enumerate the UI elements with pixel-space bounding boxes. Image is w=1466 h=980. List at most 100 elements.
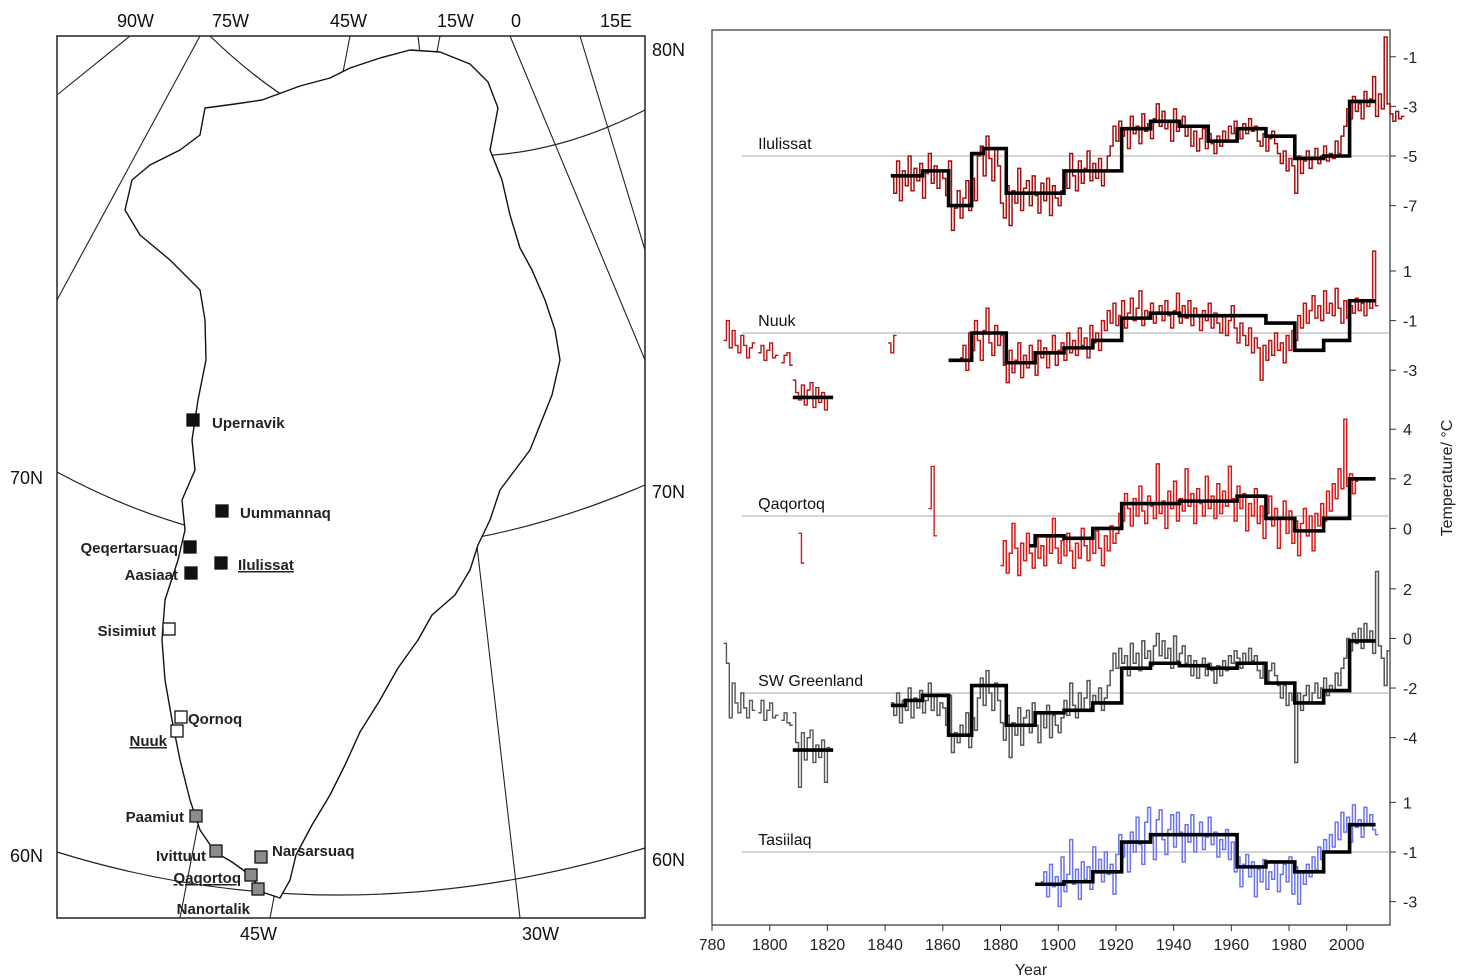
series-qaqortoq: 4 2 0 Qaqortoq	[742, 418, 1412, 577]
station-label-paamiut: Paamiut	[126, 809, 184, 826]
x-tick-label: 1980	[1271, 937, 1307, 954]
early-series-fragment	[723, 319, 756, 359]
y-tick-label: 1	[1403, 264, 1412, 281]
greenland-station-map: 90W 75W 45W 15W 0 15E 45W 30W 70N 60N 80N 70N 60N Upe…	[10, 11, 685, 944]
annual-series-line	[1040, 804, 1379, 908]
series-label-tasiilaq: Tasiilaq	[758, 832, 811, 849]
x-tick-label: 1860	[925, 937, 961, 954]
early-series-fragment	[781, 712, 793, 726]
x-tick-label: 780	[700, 937, 725, 954]
station-marker-uummannaq	[215, 504, 229, 518]
series-sw-greenland: 2 0 -2 -4 SW Greenland	[723, 570, 1417, 788]
decadal-mean-line	[1029, 477, 1376, 548]
latitude-60n-arc	[56, 847, 646, 896]
meridian-line	[509, 35, 646, 361]
x-tick-label: 2000	[1329, 937, 1365, 954]
early-series-fragment	[723, 642, 756, 719]
station-label-aasiaat: Aasiaat	[125, 567, 178, 584]
longitude-label: 15E	[600, 11, 632, 31]
decadal-mean-line	[948, 298, 1376, 365]
early-series-fragment	[887, 334, 897, 354]
series-ilulissat: -1 -3 -5 -7 Ilulissat	[742, 36, 1417, 232]
decadal-mean-line	[890, 99, 1376, 208]
longitude-label: 45W	[330, 11, 367, 31]
station-marker-qeqertarsuaq	[183, 540, 197, 554]
y-tick-label: -3	[1403, 363, 1417, 380]
y-tick-label: 0	[1403, 631, 1412, 648]
x-tick-label: 1820	[810, 937, 846, 954]
station-marker-qornoq	[174, 710, 188, 724]
early-series-fragment	[928, 465, 938, 537]
early-series-fragment	[758, 342, 779, 361]
annual-series-line	[1000, 418, 1359, 577]
station-marker-nuuk	[170, 724, 184, 738]
longitude-label: 0	[511, 11, 521, 31]
y-tick-label: -1	[1403, 845, 1417, 862]
latitude-label: 60N	[652, 850, 685, 870]
y-tick-label: 4	[1403, 422, 1412, 439]
latitude-label: 70N	[652, 482, 685, 502]
longitude-label: 90W	[117, 11, 154, 31]
station-marker-narsarsuaq	[254, 850, 268, 864]
series-nuuk: 1 -1 -3 Nuuk	[723, 250, 1417, 411]
meridian-line	[579, 35, 646, 251]
y-tick-label: -4	[1403, 731, 1417, 748]
early-series-fragment	[792, 379, 831, 411]
latitude-label: 80N	[652, 40, 685, 60]
x-tick-label: 1960	[1214, 937, 1250, 954]
station-marker-aasiaat	[184, 566, 198, 580]
early-series-fragment	[781, 352, 793, 366]
latitude-label: 60N	[10, 846, 43, 866]
station-label-nuuk: Nuuk	[130, 733, 168, 750]
station-label-qornoq: Qornoq	[188, 711, 242, 728]
station-label-qaqortoq: Qaqortoq	[174, 870, 242, 887]
station-label-sisimiut: Sisimiut	[98, 623, 156, 640]
early-series-fragment	[792, 712, 831, 788]
station-marker-qaqortoq	[244, 868, 258, 882]
plot-frame	[711, 29, 1391, 926]
y-tick-label: -3	[1403, 895, 1417, 912]
x-tick-label: 1880	[983, 937, 1019, 954]
station-marker-ilulissat	[214, 556, 228, 570]
station-label-ivittuut: Ivittuut	[156, 848, 206, 865]
longitude-label: 30W	[522, 924, 559, 944]
annual-series-line	[890, 570, 1390, 764]
annual-series-line	[890, 36, 1405, 232]
x-tick-label: 1940	[1156, 937, 1192, 954]
y-axis-label: Temperature/ °C	[1439, 420, 1456, 537]
y-tick-label: 2	[1403, 582, 1412, 599]
greenland-coastline	[124, 49, 561, 899]
y-tick-label: -2	[1403, 681, 1417, 698]
y-tick-label: -7	[1403, 199, 1417, 216]
latitude-label: 70N	[10, 468, 43, 488]
meridian-line	[56, 35, 131, 96]
station-label-uummannaq: Uummannaq	[240, 505, 331, 522]
x-tick-label: 1840	[867, 937, 903, 954]
station-marker-upernavik	[186, 413, 200, 427]
annual-series-line	[960, 250, 1379, 384]
station-label-nanortalik: Nanortalik	[177, 901, 251, 918]
y-tick-label: 0	[1403, 521, 1412, 538]
early-series-fragment	[798, 532, 805, 564]
y-tick-label: -5	[1403, 149, 1417, 166]
longitude-label: 15W	[437, 11, 474, 31]
series-tasiilaq: 1 -1 -3 Tasiilaq	[742, 795, 1417, 912]
decadal-mean-line	[890, 639, 1376, 737]
series-label-ilulissat: Ilulissat	[758, 136, 812, 153]
x-tick-label: 1920	[1098, 937, 1134, 954]
longitude-label: 45W	[240, 924, 277, 944]
station-label-ilulissat: Ilulissat	[238, 557, 294, 574]
station-marker-paamiut	[189, 809, 203, 823]
series-label-qaqortoq: Qaqortoq	[758, 496, 825, 513]
x-axis-label: Year	[1015, 962, 1048, 979]
y-tick-label: -1	[1403, 50, 1417, 67]
x-tick-label: 1900	[1040, 937, 1076, 954]
longitude-label: 75W	[212, 11, 249, 31]
y-tick-label: -1	[1403, 314, 1417, 331]
series-label-sw-greenland: SW Greenland	[758, 673, 863, 690]
station-marker-ivittuut	[209, 844, 223, 858]
y-tick-label: -3	[1403, 99, 1417, 116]
series-label-nuuk: Nuuk	[758, 313, 796, 330]
station-label-upernavik: Upernavik	[212, 415, 285, 432]
